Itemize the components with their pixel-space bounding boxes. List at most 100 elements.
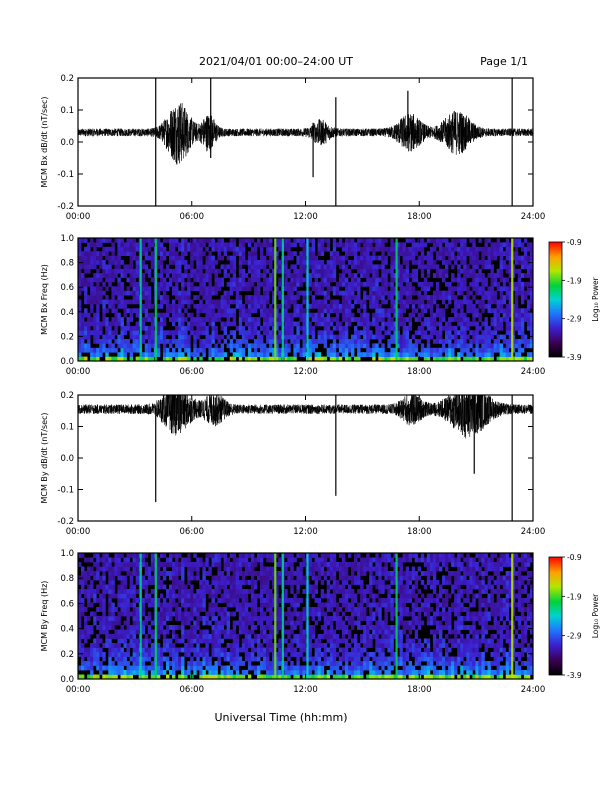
spectrogram-cell	[172, 656, 176, 662]
spectrogram-cell	[175, 593, 179, 599]
spectrogram-cell	[93, 352, 97, 357]
spectrogram-cell	[266, 638, 270, 644]
spectrogram-cell	[126, 251, 130, 256]
spectrogram-cell	[132, 553, 136, 558]
spectrogram-cell	[114, 652, 118, 657]
spectrogram-cell	[169, 616, 173, 621]
spectrogram-cell	[269, 602, 273, 608]
spectrogram-cell	[311, 339, 315, 344]
colorbar-tick-label: -0.9	[567, 238, 582, 247]
spectrogram-cell	[172, 566, 176, 572]
spectrogram-cell	[175, 317, 179, 322]
spectrogram-cell	[178, 330, 182, 336]
spectrogram-cell	[257, 593, 261, 599]
spectrogram-cell	[348, 343, 352, 349]
spectrogram-cell	[87, 295, 91, 300]
spectrogram-cell	[351, 273, 355, 278]
spectrogram-cell	[502, 295, 507, 300]
spectrogram-cell	[469, 303, 473, 309]
spectrogram-cell	[290, 602, 294, 608]
spectrogram-cell	[102, 665, 106, 671]
spectrogram-cell	[463, 277, 467, 283]
spectrogram-cell	[417, 317, 422, 322]
spectrogram-cell	[366, 255, 370, 261]
spectrogram-cell	[247, 589, 252, 594]
spectrogram-cell	[299, 308, 303, 314]
spectrogram-cell	[414, 356, 419, 362]
spectrogram-cell	[490, 352, 494, 357]
spectrogram-cell	[326, 584, 331, 590]
spectrogram-cell	[266, 674, 270, 680]
spectrogram-cell	[341, 308, 346, 314]
spectrogram-cell	[463, 312, 467, 318]
spectrogram-cell	[117, 334, 121, 340]
spectrogram-cell	[111, 616, 115, 621]
spectrogram-cell	[156, 670, 161, 675]
spectrogram-cell	[496, 339, 500, 344]
spectrogram-cell	[363, 321, 367, 327]
spectrogram-cell	[290, 273, 294, 278]
spectrogram-cell	[199, 638, 203, 644]
spectrogram-cell	[90, 670, 94, 675]
spectrogram-cell	[378, 308, 382, 314]
spectrogram-cell	[439, 321, 443, 327]
spectrogram-cell	[381, 352, 385, 357]
spectrogram-cell	[472, 277, 476, 283]
spectrogram-cell	[508, 290, 513, 296]
spectrogram-cell	[235, 661, 240, 666]
spectrogram-cell	[460, 238, 464, 243]
spectrogram-cell	[439, 246, 443, 252]
spectrogram-cell	[387, 290, 391, 296]
spectrogram-cell	[229, 647, 234, 653]
spectrogram-cell	[202, 593, 206, 599]
spectrogram-cell	[187, 356, 191, 362]
spectrogram-cell	[217, 299, 221, 305]
spectrogram-cell	[505, 255, 510, 261]
spectrogram-cell	[296, 589, 300, 594]
spectrogram-cell	[408, 312, 412, 318]
spectrogram-cell	[99, 321, 103, 327]
spectrogram-cell	[263, 260, 267, 265]
spectrogram-cell	[287, 607, 291, 612]
spectrogram-cell	[526, 255, 531, 261]
spectrogram-cell	[123, 251, 127, 256]
spectrogram-cell	[314, 598, 318, 603]
spectrogram-cell	[269, 277, 273, 283]
spectrogram-cell	[250, 652, 255, 657]
spectrogram-cell	[223, 308, 227, 314]
spectrogram-cell	[205, 334, 209, 340]
spectrogram-cell	[96, 317, 100, 322]
spectrogram-cell	[108, 589, 112, 594]
spectrogram-cell	[442, 317, 446, 322]
spectrogram-cell	[102, 347, 106, 353]
spectrogram-cell	[520, 246, 525, 252]
spectrogram-cell	[244, 593, 249, 599]
spectrogram-cell	[260, 347, 264, 353]
spectrogram-cell	[229, 343, 234, 349]
spectrogram-cell	[96, 325, 100, 331]
spectrogram-cell	[184, 584, 188, 590]
spectrogram-cell	[323, 643, 328, 648]
spectrogram-cell	[420, 295, 425, 300]
spectrogram-cell	[120, 670, 124, 675]
spectrogram-cell	[381, 277, 385, 283]
spectrogram-cell	[378, 264, 382, 270]
spectrogram-cell	[314, 674, 318, 680]
spectrogram-cell	[308, 312, 312, 318]
spectrogram-cell	[326, 317, 331, 322]
spectrogram-cell	[123, 584, 127, 590]
spectrogram-cell	[187, 321, 191, 327]
spectrogram-cell	[126, 643, 130, 648]
spectrogram-cell	[166, 339, 170, 344]
spectrogram-cell	[162, 629, 167, 635]
spectrogram-cell	[229, 260, 234, 265]
spectrogram-cell	[105, 553, 109, 558]
spectrogram-cell	[269, 255, 273, 261]
spectrogram-cell	[296, 584, 300, 590]
spectrogram-cell	[496, 317, 500, 322]
spectrogram-cell	[244, 308, 249, 314]
spectrogram-cell	[147, 268, 152, 274]
spectrogram-cell	[293, 277, 297, 283]
spectrogram-cell	[132, 308, 136, 314]
spectrogram-cell	[96, 352, 100, 357]
